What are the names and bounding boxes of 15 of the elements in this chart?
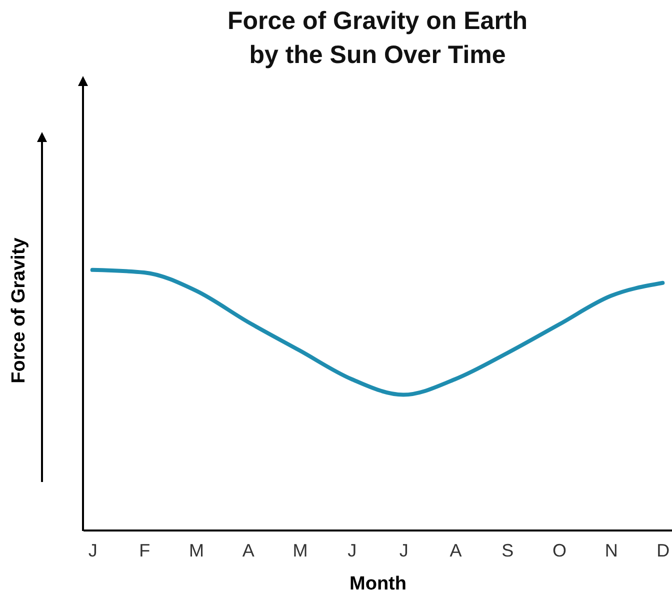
x-axis-title: Month (350, 574, 406, 594)
x-tick-label: A (450, 540, 462, 560)
x-tick-label: M (189, 540, 204, 560)
x-tick-label: M (292, 540, 308, 560)
x-tick-label: D (656, 540, 670, 560)
x-tick-label: J (399, 540, 408, 560)
x-tick-label: A (242, 540, 254, 560)
x-tick-label: N (604, 540, 618, 560)
x-tick-label: J (348, 540, 357, 560)
x-tick-label: O (552, 540, 566, 560)
chart-title: Force of Gravity on Earth by the Sun Over Time (227, 7, 528, 69)
x-tick-label: J (88, 540, 98, 560)
x-tick-label: S (502, 540, 514, 560)
y-axis-title: Force of Gravity (8, 237, 30, 384)
x-tick-label: F (139, 540, 150, 560)
